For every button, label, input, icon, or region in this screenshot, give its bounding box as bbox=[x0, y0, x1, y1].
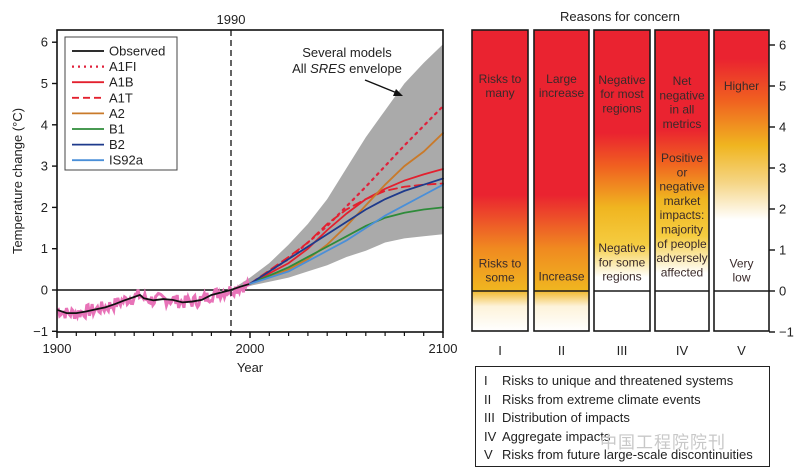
reasons-legend-item: IV Aggregate impacts bbox=[484, 428, 769, 447]
category-label: II bbox=[558, 343, 565, 358]
reasons-legend-item: I Risks to unique and threatened systems bbox=[484, 372, 769, 391]
category-label: I bbox=[498, 343, 502, 358]
envelope-annotation-line1: Several models bbox=[302, 45, 392, 60]
category-label: V bbox=[737, 343, 746, 358]
reasons-legend-numeral: III bbox=[484, 410, 495, 425]
y-tick-label: 0 bbox=[41, 283, 48, 298]
series-line-a1t bbox=[249, 182, 444, 285]
reasons-legend: I Risks to unique and threatened systems I… bbox=[475, 366, 770, 467]
right-y-tick-label: 4 bbox=[779, 120, 786, 135]
legend-label-observed: Observed bbox=[109, 44, 165, 59]
annotation-arrow-shaft bbox=[364, 79, 398, 94]
watermark: 中国工程院院刊 bbox=[600, 433, 726, 452]
y-tick-label: 3 bbox=[41, 159, 48, 174]
right-y-tick-label: −1 bbox=[779, 325, 794, 340]
x-axis-label: Year bbox=[237, 360, 264, 375]
y-tick-label: 6 bbox=[41, 35, 48, 50]
reasons-for-concern-chart: Reasons for concern Risks to many Risks to… bbox=[471, 9, 794, 358]
series-line-b1 bbox=[249, 206, 444, 285]
bar-label: Increase bbox=[538, 270, 584, 284]
x-tick-label: 2100 bbox=[429, 341, 458, 356]
sres-envelope bbox=[230, 44, 443, 290]
bar-label: Positive or negative market impacts: majority… bbox=[656, 151, 707, 279]
bar-label: Risks to many bbox=[479, 72, 522, 100]
reasons-legend-numeral: I bbox=[484, 373, 488, 388]
reasons-legend-text: Risks from future large-scale discontinu… bbox=[502, 447, 753, 462]
legend-frame bbox=[64, 36, 178, 171]
y-tick-label: 2 bbox=[41, 200, 48, 215]
legend-label-a1b: A1B bbox=[109, 75, 134, 90]
reasons-legend-text: Risks from extreme climate events bbox=[502, 391, 701, 407]
legend-label-a2: A2 bbox=[109, 106, 125, 121]
reasons-legend-numeral: II bbox=[484, 391, 492, 407]
series-line-b2 bbox=[249, 177, 444, 285]
y-tick-label: 1 bbox=[41, 241, 48, 256]
y-axis-label: Temperature change (°C) bbox=[10, 108, 25, 254]
legend-label-is92a: IS92a bbox=[109, 153, 144, 168]
concern-bar-i bbox=[471, 29, 529, 332]
right-y-tick-label: 2 bbox=[779, 202, 786, 217]
reasons-legend-numeral: IV bbox=[484, 428, 497, 444]
concern-bar-v bbox=[713, 29, 770, 332]
concern-bar-iv bbox=[654, 29, 710, 332]
bar-label: Large increase bbox=[539, 72, 585, 100]
bar-label: Higher bbox=[724, 79, 759, 93]
annotation-arrow-head bbox=[393, 89, 403, 96]
legend-label-a1t: A1T bbox=[109, 90, 133, 105]
reference-line-label: 1990 bbox=[217, 12, 246, 27]
category-label: III bbox=[617, 343, 628, 358]
series-line-a1b bbox=[249, 168, 444, 285]
reasons-legend-item: V Risks from future large-scale discontin… bbox=[484, 446, 769, 465]
series-line-is92a bbox=[249, 183, 444, 285]
y-tick-label: 5 bbox=[41, 76, 48, 91]
category-label: IV bbox=[676, 343, 689, 358]
bar-label: Risks to some bbox=[479, 256, 522, 284]
concern-bar-iii bbox=[593, 29, 651, 332]
y-tick-label: 4 bbox=[41, 117, 48, 132]
reasons-legend-item: III Distribution of impacts bbox=[484, 409, 769, 428]
legend-label-a1fi: A1FI bbox=[109, 59, 136, 74]
reasons-legend-text: Distribution of impacts bbox=[502, 410, 630, 425]
right-y-tick-label: 1 bbox=[779, 243, 786, 258]
reasons-legend-item: II Risks from extreme climate events bbox=[484, 391, 769, 410]
envelope-annotation-line2: All SRES envelope bbox=[292, 61, 402, 76]
right-y-tick-label: 0 bbox=[779, 284, 786, 299]
bar-label: Very low bbox=[729, 256, 753, 284]
reasons-legend-numeral: V bbox=[484, 447, 493, 462]
legend-label-b1: B1 bbox=[109, 122, 125, 137]
temperature-chart: 1990 −1 0 1 2 3 4 5 6 1900 2000 2100 Year Temperat… bbox=[10, 12, 457, 375]
x-tick-label: 1900 bbox=[43, 341, 72, 356]
y-tick-label: −1 bbox=[33, 324, 48, 339]
reasons-legend-text: Aggregate impacts bbox=[502, 428, 611, 444]
observed-line bbox=[56, 282, 251, 315]
series-line-a1fi bbox=[248, 105, 445, 285]
legend-label-b2: B2 bbox=[109, 137, 125, 152]
right-y-tick-label: 5 bbox=[779, 79, 786, 94]
right-chart-title: Reasons for concern bbox=[560, 9, 680, 24]
concern-bar-ii bbox=[533, 29, 590, 332]
bar-label: Negative for most regions bbox=[598, 73, 646, 116]
right-y-tick-label: 6 bbox=[779, 38, 786, 53]
x-tick-label: 2000 bbox=[236, 341, 265, 356]
observed-annual-line bbox=[56, 276, 251, 322]
right-y-tick-label: 3 bbox=[779, 161, 786, 176]
reasons-legend-text: Risks to unique and threatened systems bbox=[502, 373, 734, 388]
bar-label: Negative for some regions bbox=[598, 241, 646, 284]
bar-label: Net negative in all metrics bbox=[659, 74, 705, 131]
